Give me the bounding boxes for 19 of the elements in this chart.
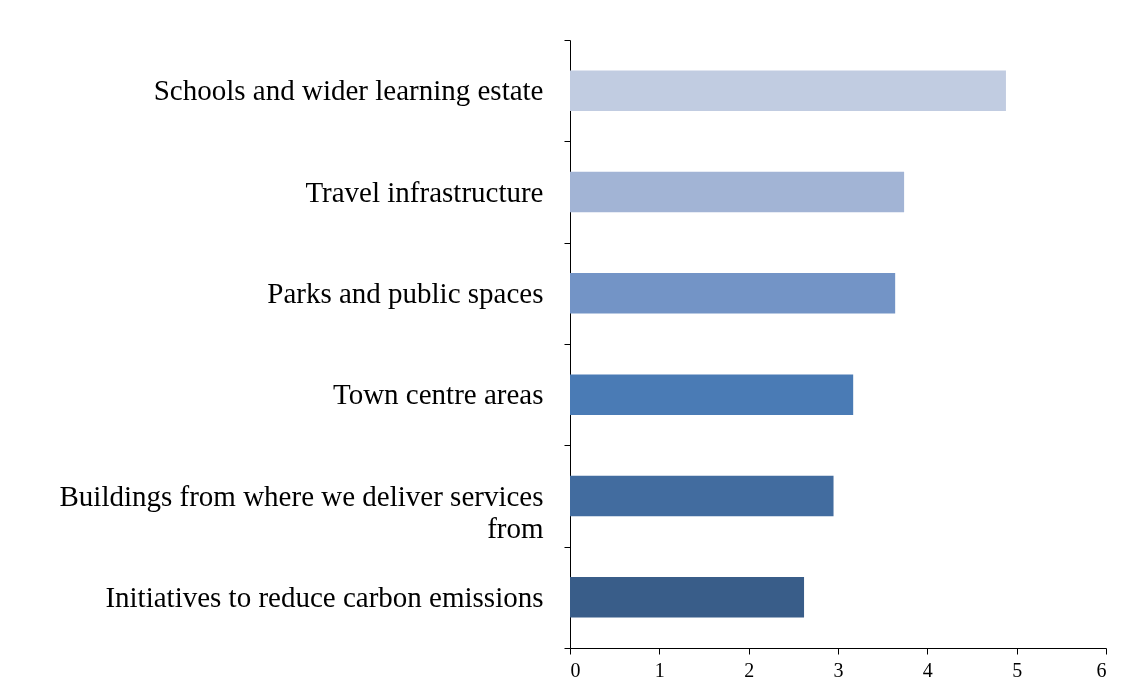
x-tick-label: 5 [1012, 658, 1023, 681]
x-tick-label: 0 [570, 658, 581, 681]
y-tick-label: Town centre areas [332, 378, 544, 411]
bar [570, 273, 896, 314]
x-tick-label: 6 [1096, 658, 1107, 681]
bar [570, 171, 905, 213]
x-tick-label: 4 [922, 658, 933, 681]
y-tick-label: Parks and public spaces [267, 276, 544, 309]
x-tick-label: 1 [654, 658, 665, 681]
bar [570, 475, 834, 517]
bar [570, 374, 854, 415]
y-tick-label: Travel infrastructure [305, 175, 544, 208]
x-tick-label: 3 [833, 658, 844, 681]
x-tick-label: 2 [744, 658, 755, 681]
bar [570, 577, 805, 618]
y-tick-label: Initiatives to reduce carbon emissions [105, 580, 544, 613]
y-tick-label: Schools and wider learning estate [153, 74, 544, 107]
y-tick-label: Buildings from where we deliver services from [59, 479, 544, 544]
bar [570, 70, 1006, 111]
